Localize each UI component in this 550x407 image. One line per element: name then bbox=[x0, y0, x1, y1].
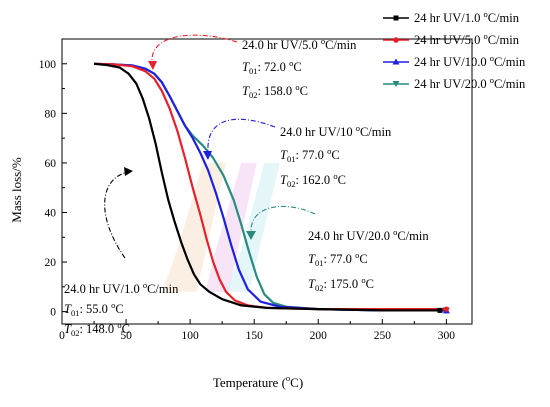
legend-item: 24 hr UV/5.0 oC/min bbox=[383, 31, 520, 47]
series-marker bbox=[443, 306, 449, 312]
annotation-1-t01: T01: 55.0 oC bbox=[64, 300, 124, 318]
arrowhead-3 bbox=[203, 151, 212, 160]
series-line bbox=[93, 62, 440, 312]
shading-band bbox=[205, 162, 257, 292]
legend-label: 24 hr UV/1.0 oC/min bbox=[414, 9, 520, 25]
legend: 24 hr UV/1.0 oC/min 24 hr UV/5.0 oC/min … bbox=[383, 9, 526, 91]
legend-marker-triangle-down bbox=[392, 81, 400, 87]
annotation-2-t01: T01: 72.0 oC bbox=[242, 58, 302, 76]
annotation-4-t01: T01: 77.0 oC bbox=[308, 250, 368, 268]
legend-label: 24 hr UV/5.0 oC/min bbox=[414, 31, 520, 47]
arrowhead-2 bbox=[148, 61, 157, 70]
x-tick-label: 50 bbox=[120, 330, 132, 342]
series-layer bbox=[93, 62, 450, 314]
annotation-arrows bbox=[104, 34, 316, 259]
annotation-3: 24.0 hr UV/10 oC/min T01: 77.0 oC T02: 1… bbox=[280, 123, 392, 189]
annotation-arrowheads bbox=[124, 61, 256, 240]
shading-band bbox=[161, 162, 226, 292]
shading-layer bbox=[161, 162, 280, 292]
x-tick-label: 100 bbox=[182, 330, 200, 342]
annotation-4: 24.0 hr UV/20.0 oC/min T01: 77.0 oC T02:… bbox=[308, 227, 429, 293]
annotation-3-title: 24.0 hr UV/10 oC/min bbox=[280, 123, 392, 139]
legend-item: 24 hr UV/1.0 oC/min bbox=[383, 9, 520, 25]
annotation-3-t02: T02: 162.0 oC bbox=[280, 171, 346, 189]
annotation-1-title: 24.0 hr UV/1.0 oC/min bbox=[64, 280, 179, 296]
arrowhead-1 bbox=[124, 167, 133, 176]
x-tick-label: 150 bbox=[246, 330, 264, 342]
annotation-4-title: 24.0 hr UV/20.0 oC/min bbox=[308, 227, 429, 243]
legend-label: 24 hr UV/20.0 oC/min bbox=[414, 75, 526, 91]
annotation-arrow-4 bbox=[250, 205, 316, 233]
x-axis-title: Temperature (oC) bbox=[213, 373, 303, 390]
series-line bbox=[93, 62, 447, 312]
legend-item: 24 hr UV/10.0 oC/min bbox=[383, 53, 526, 69]
shading-band bbox=[226, 162, 280, 292]
arrowhead-4 bbox=[246, 231, 256, 240]
y-tick-label: 100 bbox=[39, 59, 57, 71]
annotation-arrow-3 bbox=[207, 118, 276, 153]
annotation-3-t01: T01: 77.0 oC bbox=[280, 146, 340, 164]
series-marker bbox=[437, 307, 443, 313]
annotation-arrow-2 bbox=[151, 34, 238, 63]
legend-item: 24 hr UV/20.0 oC/min bbox=[383, 75, 526, 91]
y-tick-label: 60 bbox=[45, 158, 57, 170]
x-tick-label: 300 bbox=[438, 330, 456, 342]
annotation-1-t02: T02: 148.0 oC bbox=[64, 320, 130, 338]
plot-frame bbox=[61, 38, 473, 325]
annotation-2-t02: T02: 158.0 oC bbox=[242, 82, 308, 100]
legend-marker-circle bbox=[393, 37, 399, 43]
annotation-2-title: 24.0 hr UV/5.0 oC/min bbox=[242, 36, 357, 52]
legend-marker-square bbox=[393, 15, 399, 21]
y-tick-label: 0 bbox=[50, 307, 56, 319]
annotation-4-t02: T02: 175.0 oC bbox=[308, 275, 374, 293]
x-tick-label: 200 bbox=[310, 330, 328, 342]
annotation-1: 24.0 hr UV/1.0 oC/min T01: 55.0 oC T02: … bbox=[64, 280, 179, 338]
legend-marker-triangle bbox=[392, 58, 400, 65]
legend-label: 24 hr UV/10.0 oC/min bbox=[414, 53, 526, 69]
tick-layer: 0 50 100 150 200 250 300 0 20 40 60 80 100 bbox=[39, 59, 456, 342]
annotation-arrow-1 bbox=[104, 171, 129, 259]
y-axis-title: Mass loss/% bbox=[9, 157, 24, 223]
x-tick-label: 250 bbox=[374, 330, 392, 342]
annotation-2: 24.0 hr UV/5.0 oC/min T01: 72.0 oC T02: … bbox=[242, 36, 357, 100]
y-tick-label: 20 bbox=[45, 257, 57, 269]
y-tick-label: 80 bbox=[45, 108, 57, 120]
x-tick-label: 0 bbox=[59, 330, 65, 342]
y-tick-label: 40 bbox=[45, 207, 57, 219]
